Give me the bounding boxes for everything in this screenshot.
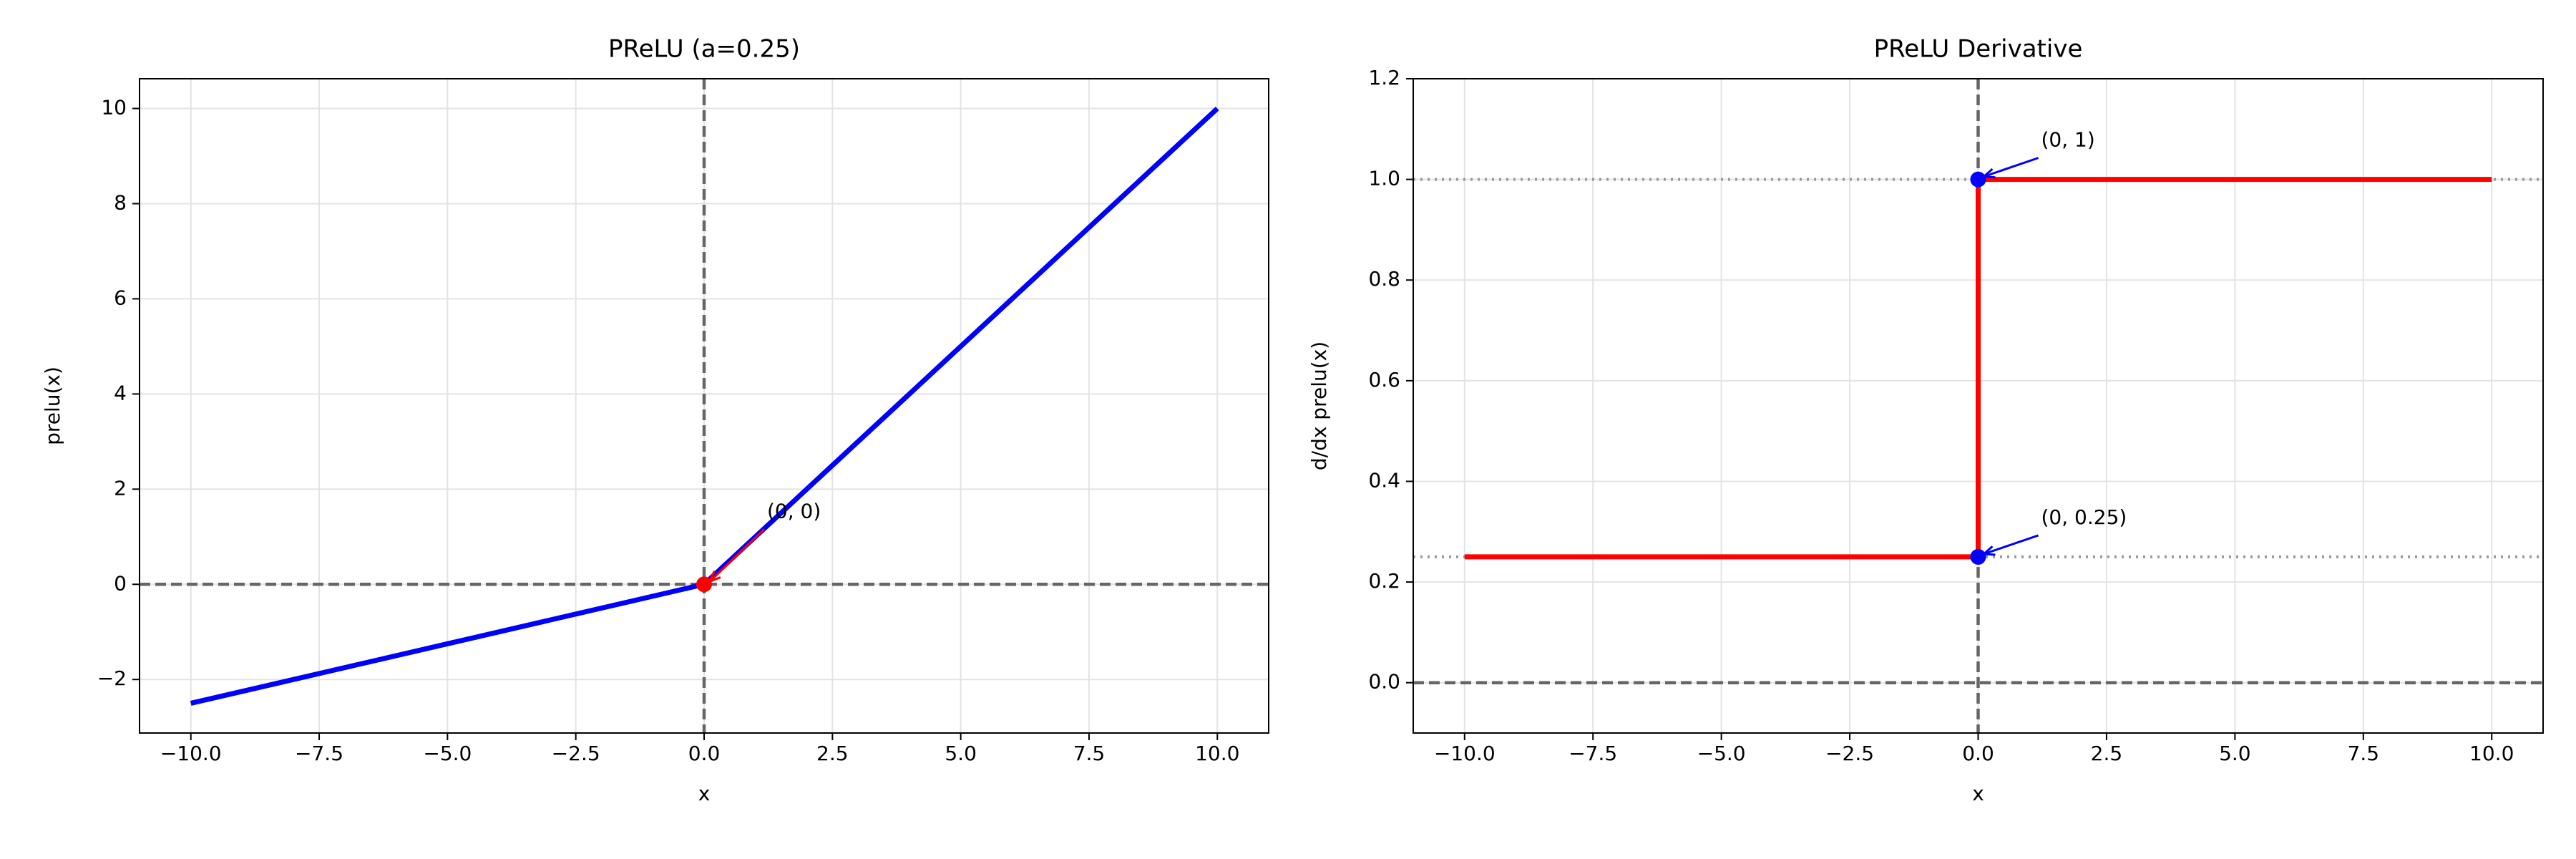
y-tick-label: −2 (97, 666, 127, 690)
chart-title: PReLU Derivative (1874, 35, 2083, 64)
x-tick-label: 10.0 (2469, 742, 2514, 765)
y-tick-label: 8 (114, 190, 127, 214)
annotation-arrowhead (1983, 168, 1996, 179)
annotation-text: (0, 0) (767, 499, 821, 523)
x-tick-label: 0.0 (688, 742, 721, 765)
x-tick-label: 5.0 (2219, 742, 2251, 765)
y-tick-label: 0.6 (1368, 368, 1400, 392)
x-tick-label: −2.5 (1825, 742, 1874, 765)
data-line (1464, 177, 2492, 560)
x-tick-label: 5.0 (945, 742, 977, 765)
annotation-point (1970, 548, 1986, 565)
x-tick-label: 10.0 (1195, 742, 1239, 765)
y-axis-label: prelu(x) (41, 367, 64, 445)
x-tick-label: −10.0 (160, 742, 222, 765)
x-tick-label: −7.5 (295, 742, 343, 765)
annotation-point (696, 576, 712, 593)
x-tick-label: 2.5 (2091, 742, 2123, 765)
x-tick-label: 7.5 (1073, 742, 1106, 765)
y-tick-label: 4 (114, 381, 127, 404)
y-tick-label: 10 (101, 96, 127, 120)
x-tick-label: 0.0 (1962, 742, 1994, 765)
x-tick-label: −10.0 (1434, 742, 1496, 765)
annotation-arrow (1984, 157, 2039, 178)
x-axis-label: x (1972, 782, 1984, 805)
x-tick-label: −5.0 (1697, 742, 1746, 765)
y-tick-label: 0.0 (1368, 670, 1400, 694)
chart-title: PReLU (a=0.25) (608, 35, 800, 64)
x-tick-label: −7.5 (1568, 742, 1617, 765)
x-tick-label: −5.0 (423, 742, 472, 765)
annotation-arrowhead (1983, 545, 1996, 556)
x-tick-label: 2.5 (816, 742, 849, 765)
y-tick-label: 0.8 (1368, 267, 1400, 291)
annotation-arrowhead (708, 570, 721, 583)
x-axis-label: x (698, 782, 711, 805)
annotation-arrow (1984, 534, 2039, 555)
y-tick-label: 2 (114, 476, 127, 500)
y-tick-label: 0.2 (1368, 569, 1400, 593)
y-tick-label: 0 (114, 571, 127, 595)
x-tick-label: 7.5 (2348, 742, 2380, 765)
y-tick-label: 6 (114, 286, 127, 309)
y-tick-label: 0.4 (1368, 468, 1400, 492)
annotation-arrow (708, 528, 766, 583)
y-tick-label: 1.0 (1368, 167, 1400, 190)
x-tick-label: −2.5 (552, 742, 600, 765)
plot-frame (1413, 78, 2544, 734)
y-axis-label: d/dx prelu(x) (1307, 341, 1331, 470)
annotation-text: (0, 0.25) (2041, 505, 2127, 529)
plot-frame (139, 78, 1269, 734)
annotation-text: (0, 1) (2041, 128, 2095, 152)
y-tick-label: 1.2 (1368, 66, 1400, 89)
annotation-point (1970, 171, 1986, 188)
